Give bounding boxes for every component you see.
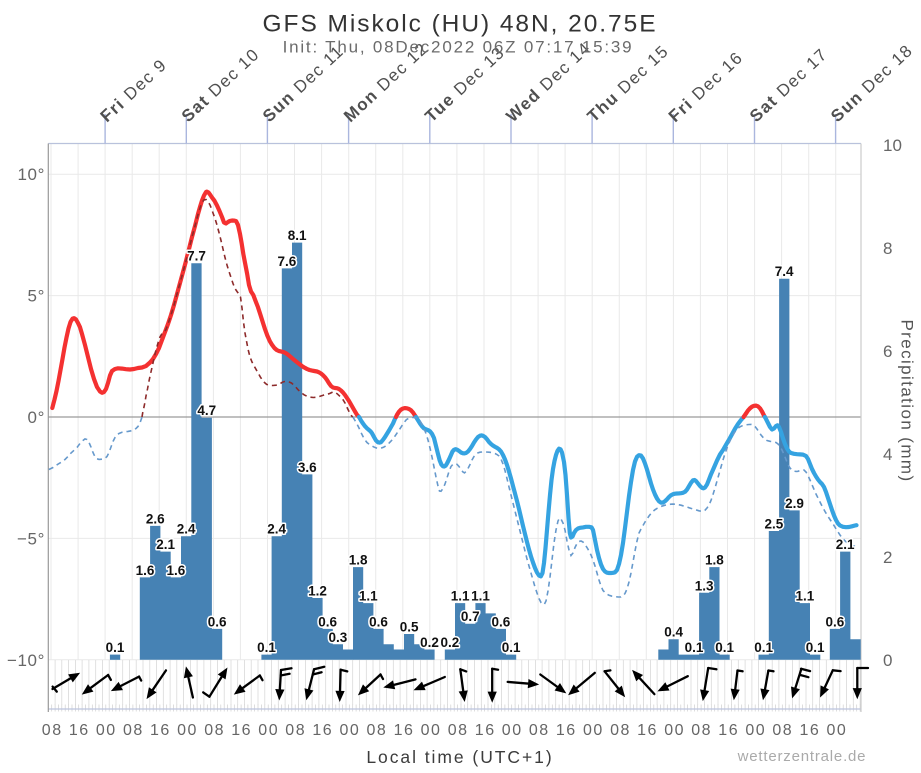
svg-text:1.8: 1.8 (705, 553, 724, 568)
svg-text:0.5: 0.5 (400, 620, 419, 635)
svg-text:8.1: 8.1 (288, 228, 307, 243)
svg-text:08: 08 (691, 722, 712, 739)
svg-text:00: 00 (177, 722, 198, 739)
svg-text:0.4: 0.4 (664, 625, 683, 640)
svg-text:8: 8 (883, 239, 892, 258)
svg-text:1.1: 1.1 (796, 589, 815, 604)
svg-text:10: 10 (883, 136, 902, 155)
svg-text:00: 00 (745, 722, 766, 739)
svg-text:2.9: 2.9 (785, 496, 804, 511)
svg-text:−10°: −10° (7, 651, 45, 670)
svg-text:0.6: 0.6 (318, 614, 337, 629)
svg-text:0.6: 0.6 (369, 614, 388, 629)
svg-text:0.2: 0.2 (420, 635, 439, 650)
svg-text:16: 16 (556, 722, 577, 739)
svg-text:2: 2 (883, 548, 892, 567)
svg-text:5°: 5° (28, 287, 45, 306)
svg-text:08: 08 (123, 722, 144, 739)
svg-text:16: 16 (800, 722, 821, 739)
svg-text:0.1: 0.1 (754, 640, 773, 655)
svg-text:00: 00 (827, 722, 848, 739)
svg-text:GFS Miskolc (HU) 48N, 20.75E: GFS Miskolc (HU) 48N, 20.75E (263, 11, 658, 38)
svg-text:wetterzentrale.de: wetterzentrale.de (737, 748, 867, 765)
svg-text:1.6: 1.6 (167, 563, 186, 578)
svg-text:08: 08 (529, 722, 550, 739)
svg-text:08: 08 (204, 722, 225, 739)
svg-text:0: 0 (883, 651, 892, 670)
svg-text:1.2: 1.2 (308, 584, 327, 599)
svg-text:0.6: 0.6 (826, 614, 845, 629)
svg-text:16: 16 (718, 722, 739, 739)
svg-text:1.1: 1.1 (471, 589, 490, 604)
svg-text:Precipitation (mm): Precipitation (mm) (898, 319, 917, 482)
svg-text:16: 16 (231, 722, 252, 739)
svg-text:2.6: 2.6 (146, 511, 165, 526)
svg-text:08: 08 (610, 722, 631, 739)
svg-text:2.4: 2.4 (267, 522, 286, 537)
svg-text:0.6: 0.6 (492, 614, 511, 629)
svg-text:00: 00 (583, 722, 604, 739)
svg-text:00: 00 (664, 722, 685, 739)
svg-text:7.6: 7.6 (278, 254, 297, 269)
svg-text:00: 00 (421, 722, 442, 739)
svg-text:16: 16 (475, 722, 496, 739)
svg-text:16: 16 (150, 722, 171, 739)
svg-text:Init: Thu, 08Dec2022 06Z 07:17: Init: Thu, 08Dec2022 06Z 07:17 15:39 (283, 38, 634, 57)
svg-text:2.5: 2.5 (765, 517, 784, 532)
svg-text:0°: 0° (28, 408, 45, 427)
svg-text:0.3: 0.3 (329, 630, 348, 645)
svg-text:3.6: 3.6 (298, 460, 317, 475)
svg-text:16: 16 (312, 722, 333, 739)
svg-text:08: 08 (772, 722, 793, 739)
svg-text:00: 00 (502, 722, 523, 739)
svg-text:4: 4 (883, 445, 892, 464)
svg-text:0.1: 0.1 (502, 640, 521, 655)
svg-text:0.7: 0.7 (461, 609, 480, 624)
svg-text:16: 16 (69, 722, 90, 739)
svg-text:10°: 10° (17, 165, 45, 184)
svg-text:00: 00 (340, 722, 361, 739)
svg-text:6: 6 (883, 342, 892, 361)
svg-text:−5°: −5° (17, 529, 45, 548)
svg-text:0.2: 0.2 (441, 635, 460, 650)
svg-text:00: 00 (96, 722, 117, 739)
svg-text:16: 16 (394, 722, 415, 739)
svg-text:0.1: 0.1 (685, 640, 704, 655)
svg-text:1.3: 1.3 (695, 578, 714, 593)
svg-text:0.6: 0.6 (208, 614, 227, 629)
svg-text:Local time (UTC+1): Local time (UTC+1) (366, 747, 553, 767)
svg-text:1.6: 1.6 (136, 563, 155, 578)
svg-text:0.1: 0.1 (715, 640, 734, 655)
svg-text:0.1: 0.1 (257, 640, 276, 655)
svg-text:4.7: 4.7 (197, 403, 216, 418)
svg-text:2.4: 2.4 (177, 522, 196, 537)
svg-text:1.1: 1.1 (451, 589, 470, 604)
svg-text:08: 08 (448, 722, 469, 739)
svg-text:00: 00 (258, 722, 279, 739)
svg-text:2.1: 2.1 (836, 537, 855, 552)
svg-text:2.1: 2.1 (156, 537, 175, 552)
svg-text:08: 08 (42, 722, 63, 739)
svg-text:16: 16 (637, 722, 658, 739)
svg-text:0.1: 0.1 (106, 640, 125, 655)
svg-text:08: 08 (367, 722, 388, 739)
svg-text:7.7: 7.7 (187, 249, 206, 264)
svg-text:1.8: 1.8 (349, 553, 368, 568)
svg-text:7.4: 7.4 (775, 264, 794, 279)
svg-text:08: 08 (285, 722, 306, 739)
svg-text:1.1: 1.1 (359, 589, 378, 604)
svg-text:0.1: 0.1 (806, 640, 825, 655)
